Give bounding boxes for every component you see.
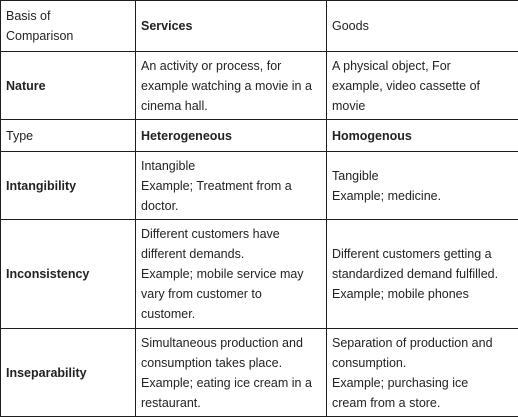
goods-cell: A physical object, For example, video ca… [326,51,518,120]
cell-line: An activity or process, for [141,58,282,73]
cell-line: cinema hall. [141,98,208,113]
cell-line: Example; mobile service may [141,267,304,281]
cell-line: example watching a movie in a [141,78,312,93]
cell-line: Intangible [141,158,196,173]
cell-line: example, video cassette of [332,78,480,93]
cell-line: standardized demand fulfilled. [332,267,499,281]
cell-line: Example; purchasing ice [332,375,469,390]
goods-cell: Separation of production and consumption… [326,328,518,417]
row-basis-type: Type [0,119,136,152]
cell-line: Different customers getting a [332,247,492,261]
header-basis-line: Basis of [6,9,51,23]
table-row: Inconsistency Different customers have d… [0,219,518,329]
header-basis-cell: Basis of Comparison [0,0,136,52]
cell-line: consumption takes place. [141,355,283,370]
goods-cell: Tangible Example; medicine. [326,151,518,220]
cell-line: Example; medicine. [332,188,442,203]
cell-line: restaurant. [141,395,201,410]
services-cell: Intangible Example; Treatment from a doc… [135,151,327,220]
cell-line: Example; eating ice cream in a [141,375,312,390]
cell-line: Tangible [332,168,379,183]
header-goods-cell: Goods [326,0,518,52]
table-row: Inseparability Simultaneous production a… [0,328,518,417]
cell-line: Example; mobile phones [332,287,469,301]
cell-line: Separation of production and [332,335,493,350]
table-row: Type Heterogeneous Homogenous [0,119,518,152]
row-basis-nature: Nature [0,51,136,120]
cell-line: vary from customer to [141,287,262,301]
header-services-cell: Services [135,0,327,52]
table-header-row: Basis of Comparison Services Goods [0,0,518,52]
cell-line: A physical object, For [332,58,451,73]
services-cell: An activity or process, for example watc… [135,51,327,120]
table-row: Nature An activity or process, for examp… [0,51,518,120]
goods-cell: Different customers getting a standardiz… [326,219,518,329]
cell-line: different demands. [141,247,245,261]
cell-line: Different customers have [141,227,280,241]
services-cell: Simultaneous production and consumption … [135,328,327,417]
row-basis-inseparability: Inseparability [0,328,136,417]
cell-line: Simultaneous production and [141,335,303,350]
cell-line: doctor. [141,198,179,213]
services-cell: Heterogeneous [135,119,327,152]
cell-line: movie [332,98,366,113]
header-basis-line: Comparison [6,29,74,43]
cell-line: cream from a store. [332,395,441,410]
cell-line: consumption. [332,355,407,370]
services-cell: Different customers have different deman… [135,219,327,329]
goods-cell: Homogenous [326,119,518,152]
row-basis-intangibility: Intangibility [0,151,136,220]
cell-line: customer. [141,307,196,321]
table-row: Intangibility Intangible Example; Treatm… [0,151,518,220]
cell-line: Example; Treatment from a [141,178,292,193]
row-basis-inconsistency: Inconsistency [0,219,136,329]
